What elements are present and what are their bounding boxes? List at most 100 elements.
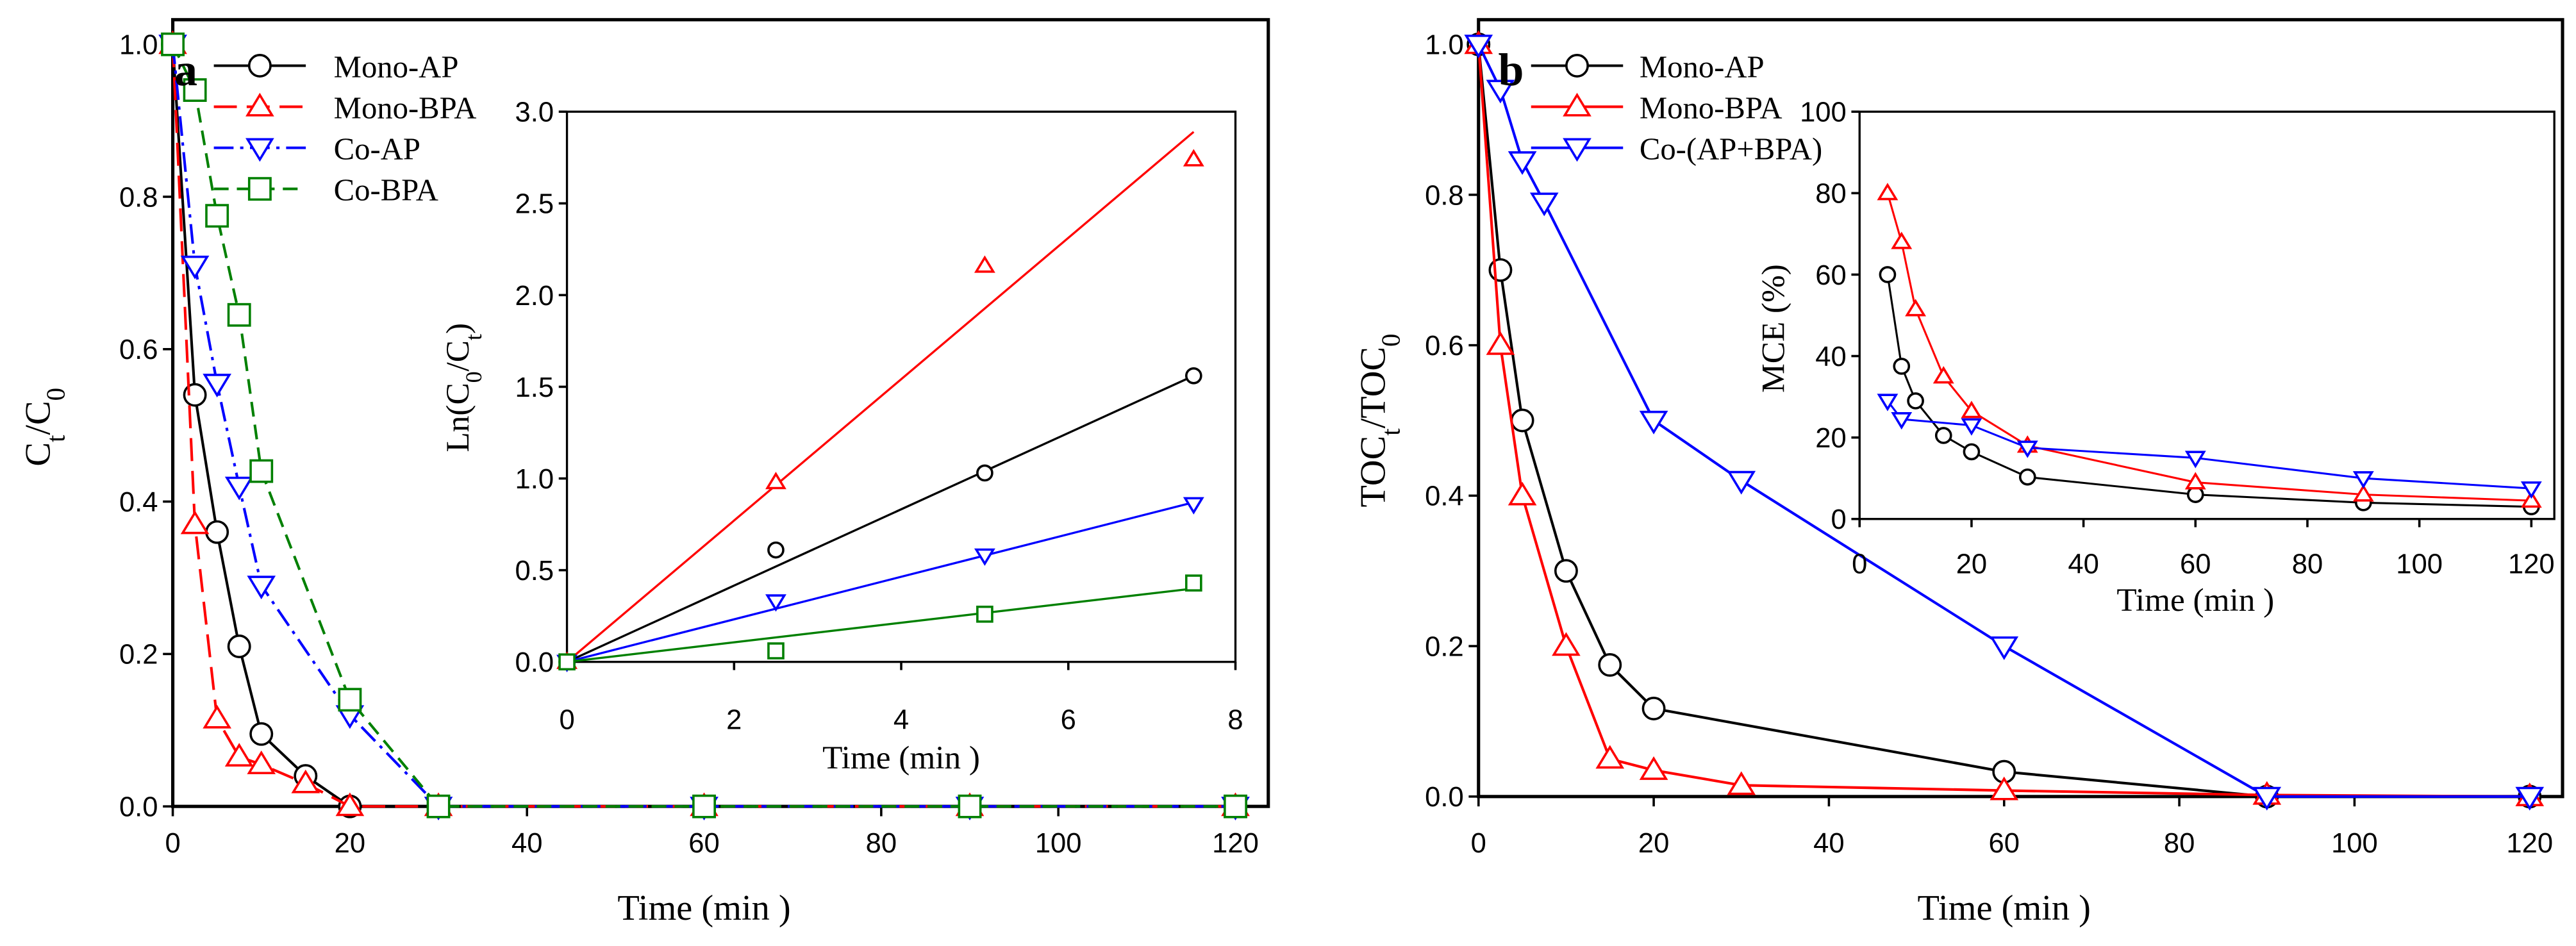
x-tick-label: 100: [2396, 549, 2443, 579]
y-axis-title-part: /C: [18, 401, 58, 435]
x-tick-label: 20: [335, 828, 365, 859]
data-point: [1934, 427, 1952, 444]
data-point: [1879, 266, 1897, 283]
y-tick-label: 2.5: [515, 189, 554, 220]
chart-1: 0 2 4 6 8 0.0 0.5 1.0 1.5 2.0 2.5 3.0 Time (min ) Ln(…: [440, 97, 1243, 777]
data-point: [1486, 331, 1515, 355]
data-point: [1727, 771, 1756, 795]
y-axis-title-part: t: [1376, 428, 1406, 436]
data-point: [2018, 468, 2036, 486]
data-point: [1961, 418, 1982, 436]
fit-line: [567, 501, 1194, 663]
data-point: [974, 548, 995, 566]
data-point: [1641, 697, 1666, 720]
y-tick-label: 0.2: [119, 640, 158, 670]
legend-marker: [247, 54, 272, 78]
data-point: [765, 594, 786, 612]
legend-marker: [247, 177, 272, 201]
data-point: [2520, 481, 2542, 499]
y-axis-title: MCE (%): [1755, 264, 1791, 393]
x-tick-label: 120: [2506, 828, 2553, 859]
panel-label: b: [1498, 44, 1524, 95]
data-point: [1184, 574, 1202, 592]
data-point: [1639, 410, 1668, 435]
x-tick-label: 6: [1061, 705, 1076, 736]
data-point: [2016, 440, 2038, 458]
series-co-bpa: [558, 574, 1202, 671]
x-tick-label: 100: [2331, 828, 2378, 859]
data-point: [224, 743, 254, 767]
x-tick-label: 8: [1227, 705, 1243, 736]
data-point: [1595, 745, 1625, 769]
x-tick-label: 120: [2508, 549, 2555, 579]
x-tick-label: 40: [511, 828, 542, 859]
data-point: [227, 303, 251, 327]
y-tick-label: 80: [1815, 179, 1846, 210]
x-axis-title: Time (min ): [1918, 888, 2091, 928]
x-tick-label: 120: [1212, 828, 1259, 859]
y-tick-label: 0.4: [1425, 481, 1464, 512]
x-tick-label: 40: [1813, 828, 1844, 859]
data-point: [1554, 559, 1578, 583]
y-tick-label: 3.0: [515, 97, 554, 128]
x-tick-label: 0: [1471, 828, 1486, 859]
data-point: [976, 605, 993, 623]
data-point: [2352, 471, 2374, 489]
x-tick-label: 60: [2180, 549, 2211, 579]
data-point: [1877, 394, 1899, 411]
x-tick-label: 4: [893, 705, 909, 736]
x-tick-label: 80: [2164, 828, 2195, 859]
data-point: [180, 510, 210, 535]
y-tick-label: 2.0: [515, 281, 554, 311]
data-point: [249, 722, 274, 746]
data-point: [2515, 786, 2545, 811]
y-axis-title-part: t: [461, 334, 486, 340]
legend-label: Co-AP: [334, 132, 420, 167]
data-point: [338, 688, 362, 712]
legend-label: Mono-BPA: [1640, 90, 1782, 125]
legend-label: Co-(AP+BPA): [1640, 132, 1822, 167]
fit-line: [566, 374, 1195, 663]
y-axis-title: TOCt/TOC0: [1354, 334, 1406, 508]
series-mono-bpa: [1877, 183, 2542, 508]
fit-line: [566, 131, 1195, 663]
data-point: [1963, 443, 1981, 461]
plot-frame: [565, 110, 1237, 663]
y-tick-label: 1.0: [119, 30, 158, 61]
data-point: [180, 255, 210, 279]
series-mono-ap: [1879, 266, 2540, 516]
data-point: [976, 464, 993, 482]
series-line: [171, 44, 1236, 808]
y-tick-label: 0.8: [119, 182, 158, 213]
data-point: [205, 520, 229, 544]
y-axis-title-part: 0: [40, 388, 70, 401]
data-point: [205, 204, 229, 228]
legend-label: Co-BPA: [334, 173, 438, 208]
data-point: [1877, 183, 1899, 201]
data-point: [203, 374, 231, 398]
data-point: [247, 751, 276, 774]
data-point: [1184, 367, 1202, 385]
series-line: [1477, 44, 2530, 798]
data-point: [558, 653, 576, 671]
data-point: [765, 472, 786, 490]
data-point: [1510, 408, 1534, 433]
x-tick-label: 0: [1852, 549, 1867, 579]
y-tick-label: 0.0: [1425, 782, 1464, 813]
data-point: [161, 32, 185, 56]
x-tick-label: 40: [2068, 549, 2098, 579]
y-axis-title-part: ): [440, 323, 476, 334]
legend-label: Mono-BPA: [334, 90, 477, 125]
data-point: [1932, 366, 1954, 384]
x-tick-label: 60: [688, 828, 719, 859]
data-point: [1893, 358, 1911, 375]
data-point: [1598, 652, 1622, 677]
x-tick-label: 100: [1035, 828, 1082, 859]
y-axis-title-part: t: [40, 435, 70, 442]
data-point: [1907, 392, 1924, 410]
x-tick-label: 0: [559, 705, 574, 736]
data-point: [1990, 776, 2019, 801]
y-tick-label: 40: [1815, 342, 1846, 372]
data-point: [1891, 412, 1913, 430]
